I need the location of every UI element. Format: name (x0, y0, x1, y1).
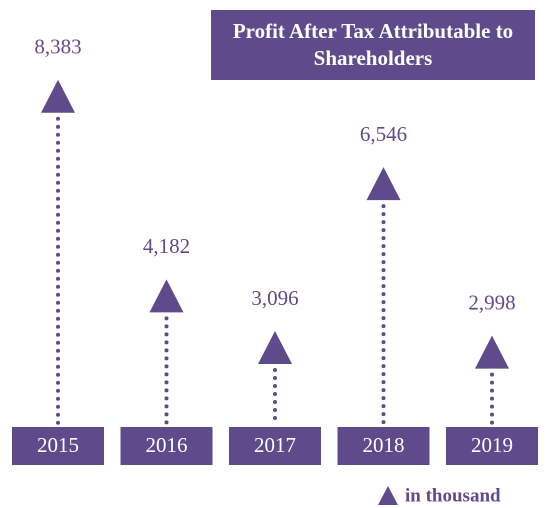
triangle-marker (258, 330, 292, 364)
value-label: 2,998 (468, 290, 515, 314)
category-box (446, 427, 538, 465)
triangle-marker (41, 79, 75, 113)
value-label: 8,383 (34, 35, 81, 59)
category-label: 2015 (37, 433, 79, 457)
value-label: 4,182 (143, 234, 190, 258)
category-label: 2016 (146, 433, 188, 457)
category-box (229, 427, 321, 465)
triangle-marker (475, 335, 509, 369)
unit-note: in thousand (405, 485, 501, 506)
triangle-marker (149, 279, 184, 313)
triangle-marker (366, 167, 401, 201)
legend-marker (378, 486, 398, 505)
category-box (12, 427, 104, 465)
category-label: 2019 (471, 433, 513, 457)
value-label: 3,096 (251, 286, 298, 310)
chart-title: Profit After Tax Attributable to Shareho… (211, 10, 535, 80)
category-box (337, 427, 430, 465)
category-box (120, 427, 213, 465)
value-label: 6,546 (360, 122, 407, 146)
category-label: 2018 (363, 433, 405, 457)
category-label: 2017 (254, 433, 296, 457)
